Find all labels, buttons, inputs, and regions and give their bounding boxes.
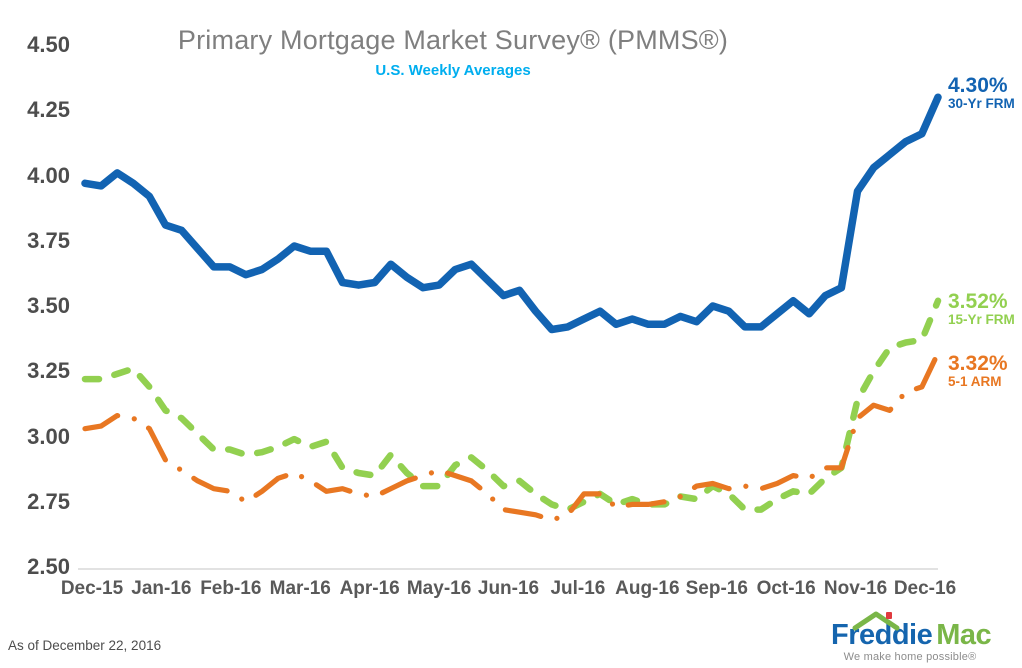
annotation-15yr-frm-value: 3.52% xyxy=(948,290,1008,313)
x-tick-label: Dec-15 xyxy=(60,578,124,599)
annotation-5-1-arm: 3.32% 5-1 ARM xyxy=(948,352,1008,389)
y-tick-label: 4.00 xyxy=(27,162,70,188)
chart-subtitle: U.S. Weekly Averages xyxy=(375,62,531,79)
x-tick-label: Jun-16 xyxy=(477,578,540,599)
annotation-30yr-frm-value: 4.30% xyxy=(948,74,1008,97)
logo-word-mac: Mac xyxy=(936,619,992,651)
annotation-5-1-arm-label: 5-1 ARM xyxy=(948,374,1002,389)
y-tick-label: 4.50 xyxy=(27,32,70,57)
x-tick-label: Mar-16 xyxy=(269,578,331,599)
x-tick-label: Jul-16 xyxy=(550,578,606,599)
y-tick-label: 3.25 xyxy=(27,358,70,384)
x-tick-label: Oct-16 xyxy=(756,578,816,599)
x-tick-label: Jan-16 xyxy=(131,578,192,599)
y-tick-label: 3.75 xyxy=(27,227,70,253)
chart-title: Primary Mortgage Market Survey® (PMMS®) xyxy=(177,25,729,55)
x-tick-label: Aug-16 xyxy=(615,578,680,599)
logo-tagline: We make home possible® xyxy=(843,651,977,663)
x-tick-label: Feb-16 xyxy=(200,578,262,599)
roof-icon xyxy=(852,611,900,631)
annotation-15yr-frm: 3.52% 15-Yr FRM xyxy=(948,290,1015,327)
annotation-30yr-frm-label: 30-Yr FRM xyxy=(948,96,1015,111)
x-tick-label: Dec-16 xyxy=(893,578,957,599)
series-5-1-arm-line xyxy=(82,350,941,523)
y-tick-label: 4.25 xyxy=(27,97,70,123)
x-tick-label: Apr-16 xyxy=(339,578,400,599)
y-tick-label: 3.50 xyxy=(27,293,70,318)
annotation-5-1-arm-value: 3.32% xyxy=(948,352,1008,375)
annotation-15yr-frm-label: 15-Yr FRM xyxy=(948,312,1015,327)
series-30-yr-frm-line xyxy=(81,93,942,334)
x-tick-label: May-16 xyxy=(406,578,472,599)
y-tick-label: 2.50 xyxy=(27,554,70,579)
x-tick-label: Sep-16 xyxy=(685,578,748,599)
y-tick-label: 3.00 xyxy=(27,423,70,449)
series-15-yr-frm-line xyxy=(81,297,942,513)
annotation-30yr-frm: 4.30% 30-Yr FRM xyxy=(948,74,1015,111)
x-tick-label: Nov-16 xyxy=(823,578,888,599)
freddie-mac-logo: Freddie Mac We make home possible® xyxy=(831,611,992,663)
y-tick-label: 2.75 xyxy=(27,488,70,514)
freddie-mac-wordmark: Freddie Mac xyxy=(831,611,992,651)
as-of-date: As of December 22, 2016 xyxy=(8,638,162,653)
logo-word-freddie: Freddie xyxy=(831,619,933,651)
